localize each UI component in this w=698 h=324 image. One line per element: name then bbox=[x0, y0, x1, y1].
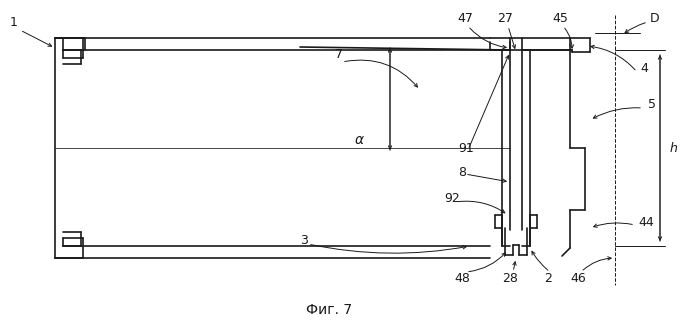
Text: 48: 48 bbox=[454, 272, 470, 284]
Text: α: α bbox=[355, 133, 364, 147]
Text: 44: 44 bbox=[638, 215, 654, 228]
Text: D: D bbox=[650, 11, 660, 25]
Text: 1: 1 bbox=[10, 16, 18, 29]
Text: 7: 7 bbox=[335, 49, 343, 62]
Text: 28: 28 bbox=[502, 272, 518, 284]
Text: 3: 3 bbox=[300, 234, 308, 247]
Text: h: h bbox=[670, 142, 678, 155]
Text: 45: 45 bbox=[552, 11, 568, 25]
Text: 8: 8 bbox=[458, 166, 466, 179]
Text: 4: 4 bbox=[640, 62, 648, 75]
Text: 2: 2 bbox=[544, 272, 552, 284]
Text: 46: 46 bbox=[570, 272, 586, 284]
Text: 91: 91 bbox=[458, 142, 474, 155]
Text: 92: 92 bbox=[444, 191, 460, 204]
Text: 27: 27 bbox=[497, 11, 513, 25]
Text: Фиг. 7: Фиг. 7 bbox=[306, 303, 352, 317]
Text: 47: 47 bbox=[457, 11, 473, 25]
Text: 5: 5 bbox=[648, 98, 656, 111]
